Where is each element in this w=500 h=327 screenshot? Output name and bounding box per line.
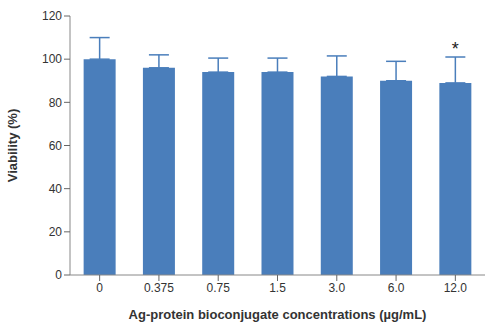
svg-text:0: 0 [96, 281, 103, 295]
svg-text:0.375: 0.375 [144, 281, 174, 295]
svg-text:40: 40 [49, 182, 63, 196]
svg-text:Viability (%): Viability (%) [8, 109, 20, 182]
svg-text:20: 20 [49, 225, 63, 239]
svg-text:Ag-protein bioconjugate concen: Ag-protein bioconjugate concentrations (… [129, 307, 427, 322]
svg-text:6.0: 6.0 [388, 281, 405, 295]
svg-text:12.0: 12.0 [444, 281, 468, 295]
svg-text:120: 120 [42, 9, 62, 23]
svg-text:100: 100 [42, 52, 62, 66]
svg-text:60: 60 [49, 139, 63, 153]
svg-text:*: * [452, 39, 459, 59]
svg-text:80: 80 [49, 96, 63, 110]
svg-text:0.75: 0.75 [207, 281, 231, 295]
svg-text:3.0: 3.0 [328, 281, 345, 295]
svg-text:0: 0 [55, 268, 62, 282]
svg-text:1.5: 1.5 [269, 281, 286, 295]
